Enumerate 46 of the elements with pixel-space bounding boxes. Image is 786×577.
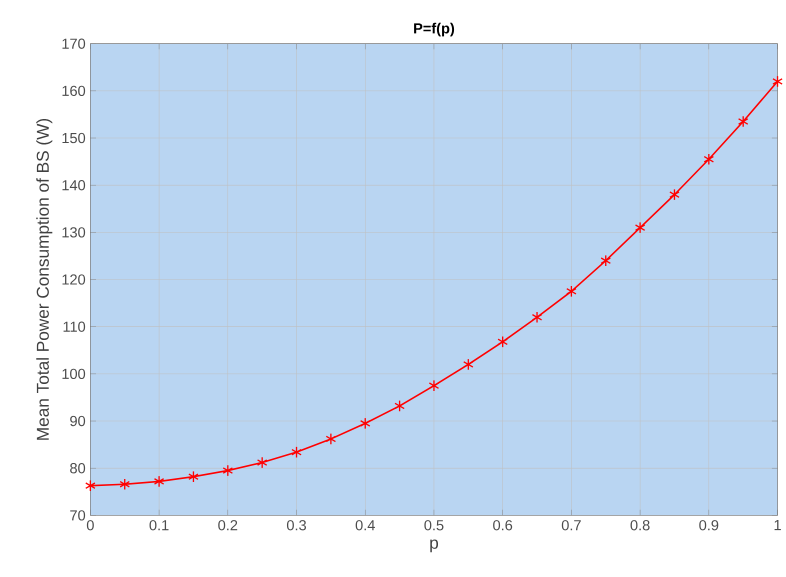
chart-title: P=f(p)	[414, 22, 454, 36]
y-tick-label: 160	[62, 86, 86, 96]
y-tick-label: 140	[62, 180, 86, 190]
y-axis-title: Mean Total Power Consumption of BS (W)	[36, 118, 52, 440]
y-tick-label: 110	[64, 322, 86, 332]
y-tick-label: 150	[62, 132, 86, 144]
x-tick-label: 0.8	[630, 520, 650, 530]
point	[497, 336, 508, 348]
point	[463, 358, 474, 370]
y-tick-label: 80	[70, 463, 86, 474]
x-tick-label: 1	[774, 520, 781, 530]
point	[394, 400, 405, 412]
y-tick-label: 170	[62, 38, 86, 49]
point	[532, 311, 542, 324]
point	[738, 116, 748, 128]
y-tick-label: 100	[62, 368, 86, 380]
point	[119, 478, 130, 490]
y-tick-label: 120	[62, 274, 86, 285]
point	[222, 464, 234, 477]
point	[634, 222, 646, 234]
y-tick-label: 90	[70, 416, 86, 426]
x-tick-label: 0.9	[699, 520, 718, 530]
x-tick-label: 0.1	[150, 520, 169, 530]
point	[154, 475, 164, 488]
x-tick-label: 0.5	[424, 520, 444, 530]
point	[326, 433, 336, 445]
point	[256, 456, 268, 469]
point	[669, 188, 680, 201]
point	[291, 446, 302, 458]
point	[428, 380, 440, 392]
x-tick-label: 0.4	[356, 520, 375, 530]
point	[566, 285, 577, 298]
x-tick-label: 0.7	[562, 520, 581, 530]
point	[85, 480, 96, 492]
y-tick-label: 130	[62, 227, 86, 238]
point	[360, 417, 370, 430]
y-tick-label: 70	[70, 510, 86, 521]
x-tick-label: 0.2	[218, 520, 238, 530]
point	[704, 153, 714, 166]
x-axis-title: p	[430, 539, 438, 552]
x-tick-label: 0	[86, 520, 94, 530]
point	[772, 75, 783, 88]
point	[600, 254, 611, 267]
x-tick-label: 0.6	[493, 520, 512, 530]
x-tick-label: 0.3	[286, 520, 306, 530]
point	[188, 470, 199, 483]
